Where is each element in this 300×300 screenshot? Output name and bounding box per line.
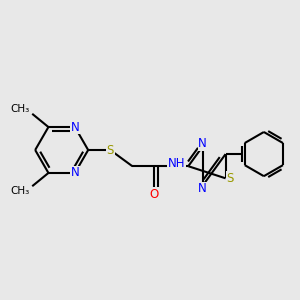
Text: O: O [150, 188, 159, 201]
Text: NH: NH [168, 157, 185, 170]
Text: N: N [70, 167, 79, 179]
Text: N: N [198, 182, 207, 195]
Text: N: N [198, 137, 207, 150]
Text: S: S [106, 143, 114, 157]
Text: S: S [226, 172, 234, 185]
Text: N: N [70, 121, 79, 134]
Text: CH₃: CH₃ [10, 104, 29, 114]
Text: CH₃: CH₃ [10, 186, 29, 196]
